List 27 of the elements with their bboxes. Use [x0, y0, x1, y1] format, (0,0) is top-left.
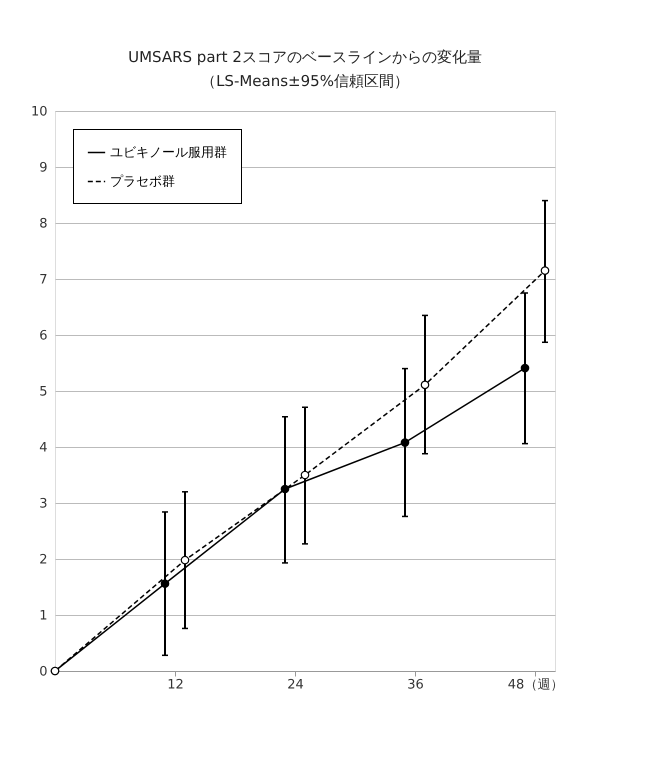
y-tick-label: 5	[39, 384, 48, 400]
y-tick-label: 1	[39, 608, 48, 624]
x-tick-label: 24	[287, 678, 304, 692]
point	[160, 579, 170, 588]
point	[420, 380, 430, 390]
text: （LS-Means±95%信頼区間）	[201, 72, 409, 90]
y-tick-label: 3	[39, 496, 48, 512]
point	[400, 438, 410, 447]
y-tick-label: 9	[39, 160, 48, 176]
y-tick-label: 2	[39, 552, 48, 568]
y-tick-label: 7	[39, 272, 48, 288]
text: UMSARS part 2スコアのベースラインからの変化量	[128, 48, 482, 66]
y-tick-label: 10	[30, 104, 48, 120]
x-tick-label: 48（週）	[508, 678, 564, 692]
x-tick-label: 36	[407, 678, 424, 692]
point	[540, 266, 550, 275]
legend-label: ユビキノール服用群	[110, 146, 227, 160]
x-tick-label: 12	[167, 678, 184, 692]
y-tick-label: 0	[39, 664, 48, 680]
y-tick-label: 6	[39, 328, 48, 344]
point	[280, 484, 290, 494]
point	[300, 470, 310, 480]
point	[180, 556, 190, 564]
legend-label: プラセボ群	[110, 174, 175, 190]
point	[520, 364, 530, 372]
y-tick-label: 8	[39, 216, 48, 232]
y-tick-label: 4	[39, 440, 48, 456]
